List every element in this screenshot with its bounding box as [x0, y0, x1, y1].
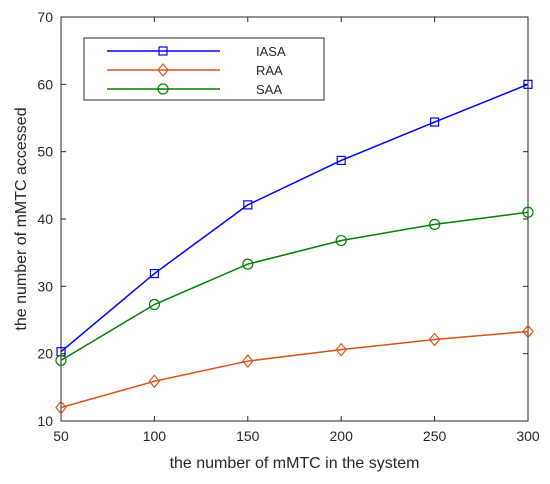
- data-point-saa: [148, 298, 160, 311]
- series-saa: [55, 206, 534, 366]
- legend-box: [83, 37, 325, 101]
- x-axis-label: the number of mMTC in the system: [170, 455, 420, 472]
- data-point-raa: [522, 324, 534, 339]
- data-point-saa: [335, 234, 347, 247]
- x-tick-label: 100: [143, 428, 167, 444]
- data-point-raa: [242, 354, 254, 369]
- legend-label-raa: RAA: [256, 63, 283, 78]
- y-tick-label: 70: [37, 9, 53, 25]
- data-point-saa: [55, 354, 67, 366]
- x-tick-label: 200: [330, 428, 354, 444]
- series-raa: [55, 324, 534, 415]
- y-tick-label: 40: [37, 211, 53, 227]
- data-point-iasa: [430, 117, 440, 127]
- data-point-iasa: [336, 155, 346, 166]
- x-tick-label: 50: [53, 428, 69, 444]
- data-point-raa: [55, 400, 67, 415]
- data-point-iasa: [149, 268, 159, 279]
- legend-label-saa: SAA: [256, 82, 282, 97]
- data-point-raa: [148, 374, 161, 389]
- series-line-saa: [60, 211, 529, 362]
- y-tick-label: 50: [37, 144, 53, 160]
- y-tick-label: 20: [37, 346, 53, 362]
- series-line-iasa: [60, 83, 529, 353]
- legend-label-iasa: IASA: [256, 44, 286, 59]
- data-point-iasa: [243, 200, 253, 210]
- data-point-raa: [335, 342, 347, 357]
- series-layer: [55, 79, 534, 415]
- y-tick-label: 30: [37, 278, 53, 294]
- x-tick-label: 150: [236, 428, 260, 444]
- data-point-raa: [428, 332, 441, 347]
- legend-items: IASA RAA SAA: [107, 44, 286, 97]
- series-iasa: [56, 79, 533, 357]
- legend: IASA RAA SAA: [83, 37, 325, 101]
- axis-ticks: 50 100 150 200 250 300 10 20 30 40 50 60 70: [37, 9, 539, 444]
- data-point-saa: [242, 258, 254, 270]
- data-point-iasa: [523, 79, 533, 89]
- data-point-saa: [522, 206, 534, 218]
- x-tick-label: 300: [516, 428, 540, 444]
- y-axis-label: the number of mMTC accessed: [13, 107, 30, 330]
- x-tick-label: 250: [423, 428, 447, 444]
- legend-marker-raa: [157, 63, 169, 77]
- legend-marker-iasa: [158, 46, 168, 56]
- legend-marker-saa: [157, 83, 169, 95]
- y-tick-label: 60: [37, 76, 53, 92]
- y-tick-label: 10: [37, 413, 53, 429]
- data-point-saa: [429, 218, 441, 230]
- series-line-raa: [60, 330, 529, 409]
